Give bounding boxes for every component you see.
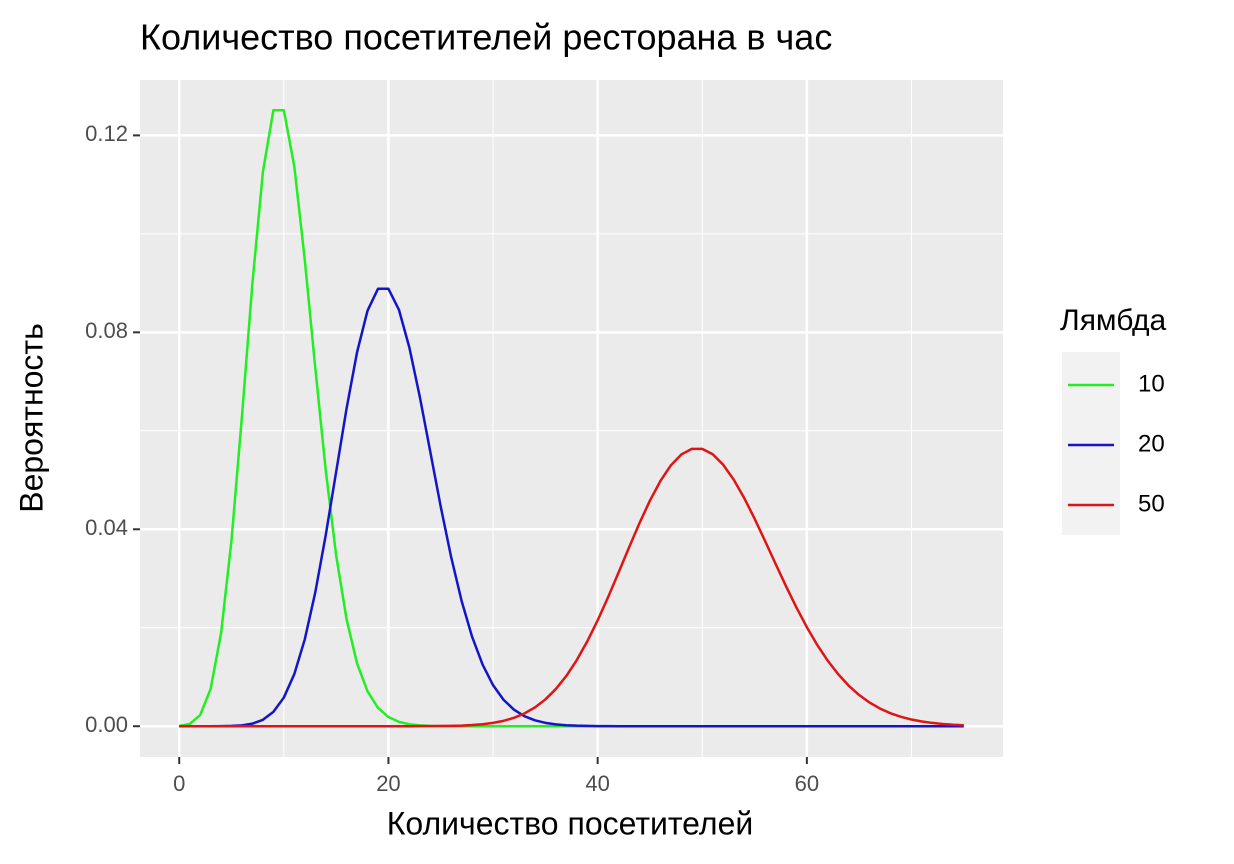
legend-label: 20: [1138, 430, 1165, 457]
legend-background: [1062, 352, 1120, 535]
x-tick-label: 0: [173, 771, 185, 796]
x-tick-label: 20: [376, 771, 400, 796]
y-tick-label: 0.00: [85, 712, 128, 737]
legend-label: 50: [1138, 490, 1165, 517]
y-tick-label: 0.08: [85, 318, 128, 343]
chart-title: Количество посетителей ресторана в час: [140, 17, 832, 58]
x-tick-label: 60: [795, 771, 819, 796]
line-series: [179, 447, 964, 728]
y-tick-label: 0.12: [85, 121, 128, 146]
line-series: [179, 287, 964, 728]
legend-label: 10: [1138, 370, 1165, 397]
x-tick-label: 40: [585, 771, 609, 796]
panel-background: [140, 80, 1003, 757]
plot-panel: [140, 80, 1003, 757]
x-axis-title: Количество посетителей: [387, 805, 754, 841]
y-axis-title: Вероятность: [13, 323, 49, 513]
legend-title: Лямбда: [1060, 304, 1167, 337]
y-tick-label: 0.04: [85, 515, 128, 540]
